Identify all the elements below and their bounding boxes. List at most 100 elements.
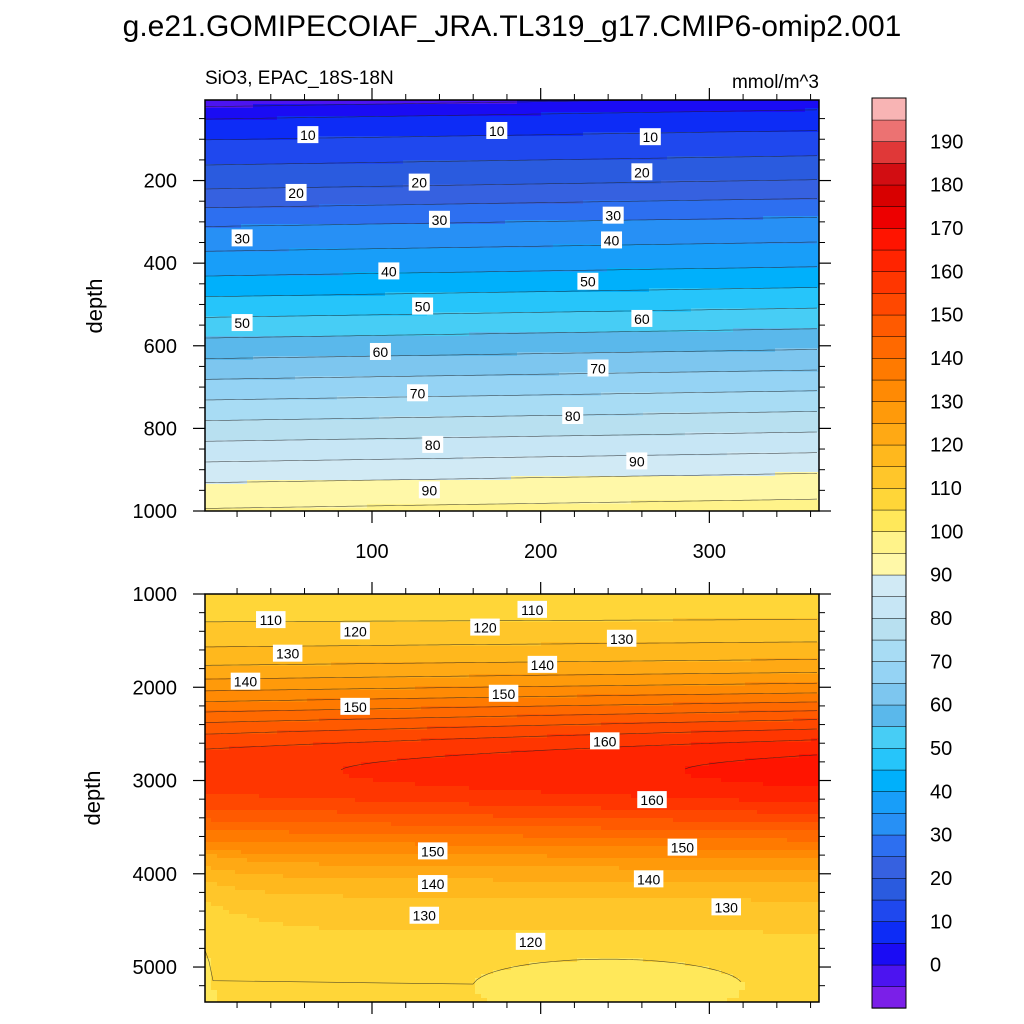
x-tick-label: 200 [524,541,557,563]
colorbar-band [871,119,907,142]
colorbar-band [871,206,907,229]
colorbar-level-label: 100 [930,521,963,543]
contour-label-box [417,842,448,860]
contour-label-box [631,309,653,327]
contour-label-box [527,655,558,673]
panel-left-subtitle: SiO3, EPAC_18S-18N [205,68,394,89]
colorbar-band [871,877,907,901]
contour-line [205,109,818,120]
colorbar: 0 10 20 30 40 50 60 70 80 90 100 110 120 130 140 150 160… [871,97,963,1009]
contour-line [205,950,742,985]
contour-label: 140 [531,657,555,673]
contour-label: 80 [565,408,581,424]
colorbar-band [871,704,907,727]
contour-label-box [408,173,430,191]
colorbar-level-label: 110 [930,478,962,500]
colorbar-level-label: 70 [930,651,952,673]
contour-label: 150 [671,840,695,856]
lower-plot-frame [204,593,820,1003]
contour-line [340,739,818,771]
contour-label-box [486,121,508,139]
contour-label: 80 [425,437,441,453]
contour-label-box [418,481,440,499]
contour-label: 120 [519,934,543,950]
contour-label: 110 [260,612,283,628]
contour-label: 120 [473,620,497,636]
contour-label: 60 [634,311,650,327]
contour-label-box [409,906,440,924]
contour-label: 50 [415,299,431,315]
y-tick-label: 2000 [133,677,178,699]
contour-label: 40 [604,232,620,248]
contour-label-box [602,206,624,224]
contour-label-box [587,359,609,377]
contour-label: 130 [413,908,437,924]
lower-axes: 1000 2000 3000 4000 5000 [133,582,831,1014]
contour-label-box [637,791,667,809]
colorbar-band [871,184,907,207]
contour-label: 20 [411,175,427,191]
colorbar-level-label: 190 [930,131,963,153]
colorbar-band [871,162,907,186]
contour-label-box [417,875,448,893]
contour-label-box [285,183,307,201]
y-tick-label: 400 [144,253,177,275]
contour-label: 140 [421,876,445,892]
contour-label-box [340,622,370,640]
contour-label: 90 [422,482,438,498]
colorbar-level-label: 170 [930,218,963,240]
contour-label-box [272,644,303,662]
y-tick-label: 5000 [133,957,178,979]
contour-line [205,307,818,318]
colorbar-band [871,422,907,446]
colorbar-band [871,899,907,922]
contour-line [205,672,817,680]
contour-line [205,411,817,421]
contour-label-box [422,435,444,453]
y-tick-label: 3000 [133,771,178,793]
contour-line [205,287,818,298]
colorbar-band [871,444,907,467]
contour-label: 50 [580,274,596,290]
contour-label-box [369,342,391,360]
contour-label-box [639,128,661,146]
contour-label: 70 [590,360,606,376]
y-tick-label: 4000 [133,864,178,886]
colorbar-band [871,964,907,987]
y-tick-label: 200 [144,171,177,193]
contour-line [205,100,646,107]
colorbar-band [871,314,907,337]
contour-label: 160 [593,733,617,749]
colorbar-level-label: 120 [930,435,963,457]
contour-line [205,217,817,227]
contour-line [205,198,818,208]
colorbar-frame [871,97,907,1009]
upper-y-axis-label: depth [82,278,107,333]
contour-label: 110 [521,602,544,618]
colorbar-band [871,552,907,576]
colorbar-band [871,141,907,164]
contour-line [205,452,817,463]
contour-label-box [633,870,664,888]
contour-label-box [412,297,434,315]
contour-line [205,728,818,750]
colorbar-band [871,271,907,294]
colorbar-band [871,357,907,381]
colorbar-band [871,292,907,316]
contour-label: 30 [605,208,621,224]
contour-label-box [577,272,599,290]
colorbar-level-label: 160 [930,261,963,283]
upper-panel: 10 10 10 20 20 20 30 30 30 40 40 50 50 50 60 60 70 70 80 80… [82,88,831,563]
colorbar-band [871,942,907,966]
contour-label: 50 [234,315,250,331]
contour-label-box [488,684,519,702]
colorbar-band [871,336,907,359]
colorbar-level-label: 50 [930,738,952,760]
upper-axes: 100 200 300 200 400 600 800 1000 [133,88,831,563]
colorbar-band [871,682,907,706]
lower-color-bands [205,594,819,1002]
contour-label: 130 [715,899,739,915]
contour-line [205,179,817,190]
contour-label: 30 [234,230,250,246]
